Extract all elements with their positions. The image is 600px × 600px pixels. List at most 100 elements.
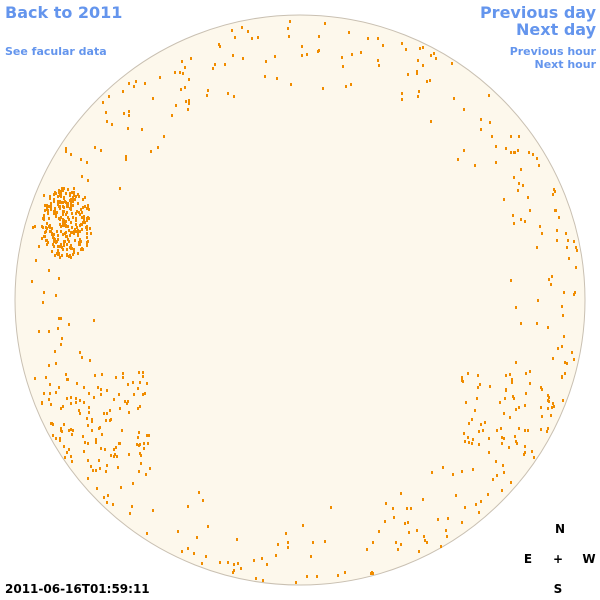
facula: [576, 249, 578, 252]
facula: [88, 406, 90, 409]
facula: [471, 442, 473, 445]
facula: [139, 381, 141, 384]
next-day-link[interactable]: Next day: [516, 20, 596, 39]
facula: [52, 434, 54, 437]
facula: [113, 455, 115, 458]
facula: [205, 555, 207, 558]
facula: [102, 101, 104, 104]
back-link[interactable]: Back to 2011: [5, 3, 123, 22]
facula: [476, 397, 478, 400]
facula: [70, 402, 72, 405]
facula: [527, 196, 529, 199]
facula: [477, 386, 479, 389]
facula: [547, 394, 549, 397]
facula: [426, 80, 428, 83]
facula: [38, 245, 40, 248]
facula: [371, 571, 373, 574]
facula: [234, 36, 236, 39]
facula: [341, 56, 343, 59]
facula: [541, 415, 543, 418]
facular-link[interactable]: See facular data: [5, 45, 107, 58]
facula: [70, 428, 72, 431]
facula: [51, 227, 53, 230]
facula: [90, 465, 92, 468]
facula: [525, 392, 527, 395]
facula: [524, 404, 526, 407]
facula: [76, 382, 78, 385]
facula: [185, 100, 187, 103]
facula: [510, 279, 512, 282]
facula: [148, 434, 150, 437]
facula: [479, 383, 481, 386]
facula: [121, 429, 123, 432]
facula: [125, 155, 127, 158]
facula: [55, 362, 57, 365]
facula: [70, 201, 72, 204]
facula: [112, 503, 114, 506]
facula: [42, 226, 44, 229]
facula: [128, 453, 130, 456]
facula: [83, 401, 85, 404]
facula: [264, 75, 266, 78]
facula: [111, 123, 113, 126]
facula: [127, 127, 129, 130]
facula: [139, 452, 141, 455]
facula: [416, 529, 418, 532]
facula: [407, 73, 409, 76]
facula: [55, 215, 57, 218]
facula: [65, 192, 67, 195]
facula: [348, 31, 350, 34]
facula: [86, 417, 88, 420]
facula: [63, 197, 65, 200]
facula: [150, 150, 152, 153]
facula: [60, 343, 62, 346]
facula: [63, 423, 65, 426]
facula: [566, 246, 568, 249]
facula: [241, 26, 243, 29]
facula: [73, 194, 75, 197]
facula: [78, 211, 80, 214]
facula: [88, 217, 90, 220]
facula: [116, 455, 118, 458]
facula: [129, 512, 131, 515]
facula: [88, 411, 90, 414]
facula: [157, 146, 159, 149]
facula: [46, 222, 48, 225]
facula: [43, 392, 45, 395]
facula: [103, 412, 105, 415]
facula: [72, 198, 74, 201]
facula: [532, 153, 534, 156]
facula: [70, 455, 72, 458]
facula: [109, 409, 111, 412]
previous-hour-link[interactable]: Previous hour: [509, 45, 596, 58]
facula: [523, 453, 525, 456]
facula: [72, 204, 74, 207]
facula: [501, 442, 503, 445]
facula: [290, 83, 292, 86]
facula: [60, 407, 62, 410]
facula: [342, 65, 344, 68]
compass-south: S: [553, 582, 563, 596]
facula: [429, 79, 431, 82]
facula: [541, 388, 543, 391]
facula: [76, 226, 78, 229]
facula: [72, 429, 74, 432]
facula: [67, 216, 69, 219]
facula: [60, 230, 62, 233]
next-hour-link[interactable]: Next hour: [534, 58, 597, 71]
facula: [287, 27, 289, 30]
facula: [182, 72, 184, 75]
facula: [82, 206, 84, 209]
facula: [60, 225, 62, 228]
facula: [114, 453, 116, 456]
facula: [550, 414, 552, 417]
previous-day-link[interactable]: Previous day: [479, 3, 596, 22]
facula: [70, 231, 72, 234]
facula: [505, 388, 507, 391]
facula: [77, 252, 79, 255]
facula: [61, 246, 63, 249]
facula: [69, 254, 71, 257]
facula: [515, 306, 517, 309]
facula: [536, 246, 538, 249]
facula: [503, 412, 505, 415]
